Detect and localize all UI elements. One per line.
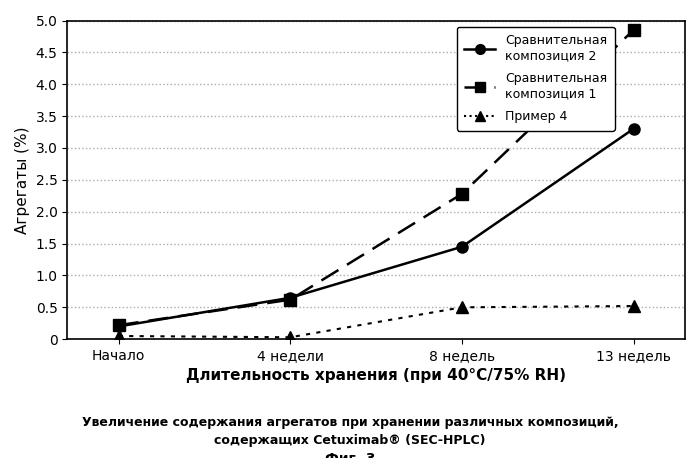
Y-axis label: Агрегаты (%): Агрегаты (%) [15,126,30,234]
Text: Фиг. 3: Фиг. 3 [325,452,375,458]
X-axis label: Длительность хранения (при 40°C/75% RH): Длительность хранения (при 40°C/75% RH) [186,368,566,383]
Text: Увеличение содержания агрегатов при хранении различных композиций,: Увеличение содержания агрегатов при хран… [82,416,618,429]
Text: содержащих Cetuximab® (SEC-HPLC): содержащих Cetuximab® (SEC-HPLC) [214,434,486,447]
Legend: Сравнительная
композиция 2, Сравнительная
композиция 1, Пример 4: Сравнительная композиция 2, Сравнительна… [456,27,615,131]
